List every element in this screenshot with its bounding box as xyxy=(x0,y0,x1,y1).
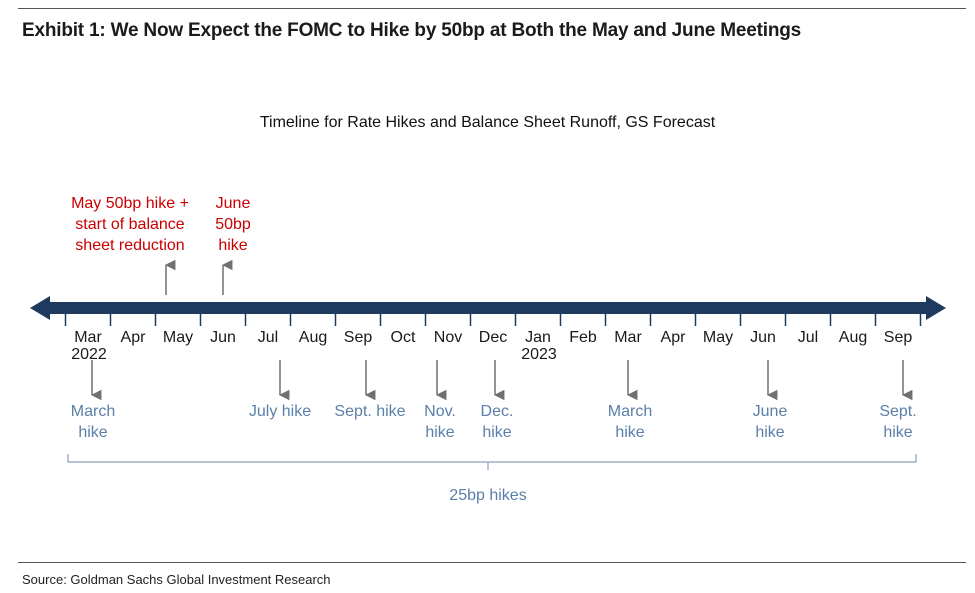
month-ticks xyxy=(64,314,922,326)
month-label: Jun xyxy=(210,329,236,346)
hike-25bp-label: hike xyxy=(482,424,511,441)
hike-events: May 50bp hike + start of balance sheet red… xyxy=(71,195,917,441)
hike-50bp-label: start of balance xyxy=(75,216,185,233)
exhibit-title: Exhibit 1: We Now Expect the FOMC to Hik… xyxy=(22,20,802,41)
month-label: Jan xyxy=(525,329,551,346)
hike-50bp-label: sheet reduction xyxy=(75,237,184,254)
month-label: Sep xyxy=(344,329,373,346)
month-label: Nov xyxy=(434,329,462,346)
hike-25bp-label: July hike xyxy=(249,403,311,420)
hike-25bp-label: hike xyxy=(78,424,107,441)
top-rule xyxy=(18,8,966,9)
month-label: Jul xyxy=(798,329,818,346)
timeline-bar xyxy=(44,302,930,314)
hike-50bp-label: June xyxy=(216,195,251,212)
hike-25bp-label: Nov. xyxy=(424,403,456,420)
hike-25bp-label: hike xyxy=(883,424,912,441)
timeline-right-arrowhead xyxy=(926,296,946,320)
bracket-line xyxy=(67,454,917,463)
hike-25bp-label: June xyxy=(753,403,788,420)
year-label: 2023 xyxy=(521,346,557,363)
month-label: May xyxy=(703,329,733,346)
bottom-rule xyxy=(18,562,966,563)
month-label: Apr xyxy=(661,329,687,346)
hike-25bp-label: Dec. xyxy=(481,403,514,420)
month-label: Aug xyxy=(839,329,867,346)
month-label: Aug xyxy=(299,329,327,346)
bracket-label: 25bp hikes xyxy=(449,487,526,504)
month-label: Mar xyxy=(614,329,642,346)
year-label: 2022 xyxy=(71,346,107,363)
chart-subtitle: Timeline for Rate Hikes and Balance Shee… xyxy=(259,114,716,131)
month-label: Oct xyxy=(391,329,416,346)
bracket-25bp: 25bp hikes xyxy=(67,454,917,504)
hike-25bp-label: Sept. hike xyxy=(334,403,405,420)
month-label: Dec xyxy=(479,329,507,346)
hike-25bp-label: hike xyxy=(425,424,454,441)
timeline-left-arrowhead xyxy=(30,296,50,320)
hike-50bp-label: May 50bp hike + xyxy=(71,195,189,212)
hike-25bp-label: hike xyxy=(755,424,784,441)
hike-50bp-label: 50bp xyxy=(215,216,251,233)
month-label: May xyxy=(163,329,193,346)
hike-25bp-label: March xyxy=(608,403,652,420)
hike-25bp-label: Sept. xyxy=(879,403,916,420)
timeline-axis xyxy=(30,296,946,320)
month-label: Mar xyxy=(74,329,102,346)
month-label: Sep xyxy=(884,329,913,346)
hike-25bp-label: March xyxy=(71,403,115,420)
month-label: Jun xyxy=(750,329,776,346)
hike-25bp-label: hike xyxy=(615,424,644,441)
month-label: Jul xyxy=(258,329,278,346)
month-label: Apr xyxy=(121,329,147,346)
source-note: Source: Goldman Sachs Global Investment … xyxy=(22,572,331,587)
month-label: Feb xyxy=(569,329,597,346)
hike-50bp-label: hike xyxy=(218,237,247,254)
